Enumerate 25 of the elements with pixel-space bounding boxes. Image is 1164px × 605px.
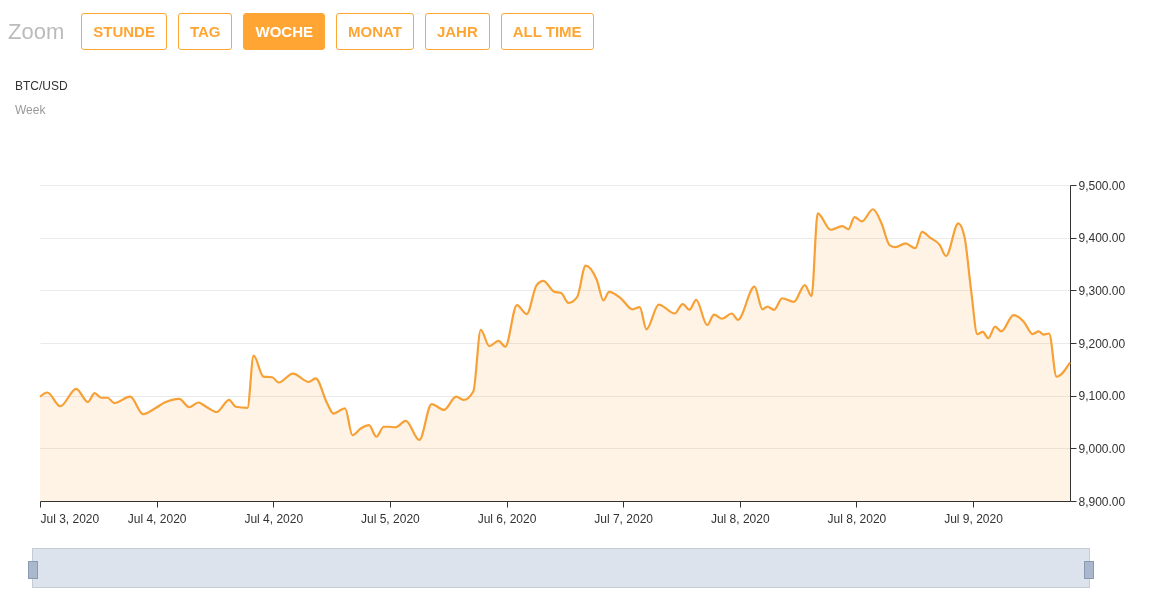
x-tick-label: Jul 9, 2020 xyxy=(944,511,1004,526)
y-tick-label: 9,000.00 xyxy=(1078,441,1126,456)
text: JAHR xyxy=(424,13,490,50)
x-tick-label: Jul 5, 2020 xyxy=(361,511,421,526)
text: WOCHE xyxy=(243,13,325,50)
text: STUNDE xyxy=(81,13,167,50)
x-tick-label: Jul 6, 2020 xyxy=(477,511,537,526)
y-tick-label: 9,500.00 xyxy=(1078,178,1126,193)
text: Zoom xyxy=(8,18,65,45)
x-tick-label: Jul 4, 2020 xyxy=(244,511,304,526)
x-tick-label: Jul 4, 2020 xyxy=(127,511,187,526)
y-tick-label: 9,100.00 xyxy=(1078,389,1126,404)
x-tick-label: Jul 3, 2020 xyxy=(40,511,100,526)
y-tick-label: 9,400.00 xyxy=(1078,231,1126,246)
text: MONAT xyxy=(335,13,414,50)
chart-subtitle: Week xyxy=(15,103,47,117)
chart-title: BTC/USD xyxy=(15,79,68,93)
text: TAG xyxy=(177,13,233,50)
y-tick-label: 9,300.00 xyxy=(1078,283,1126,298)
x-tick-label: Jul 7, 2020 xyxy=(594,511,654,526)
x-tick-label: Jul 8, 2020 xyxy=(827,511,887,526)
text: ALL TIME xyxy=(500,13,594,50)
y-tick-label: 9,200.00 xyxy=(1078,336,1126,351)
y-tick-label: 8,900.00 xyxy=(1078,494,1126,509)
x-tick-label: Jul 8, 2020 xyxy=(710,511,770,526)
